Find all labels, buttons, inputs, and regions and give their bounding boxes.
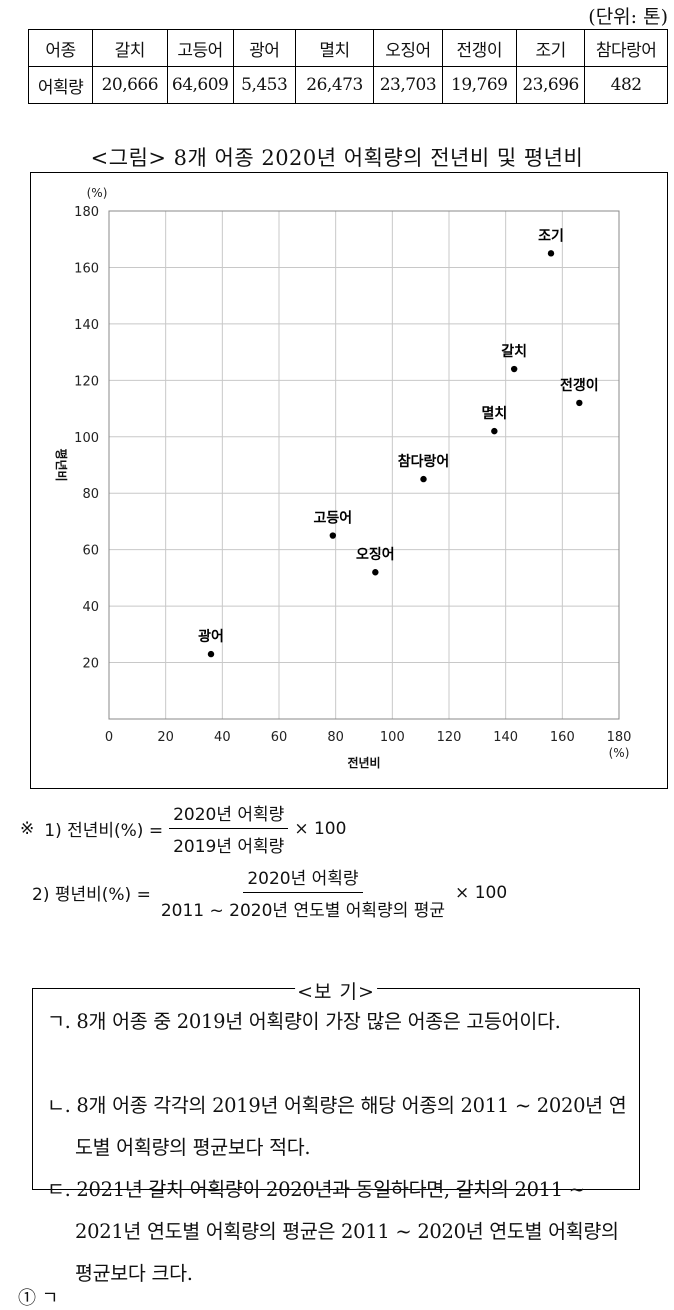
table-cell: 5,453	[232, 66, 296, 104]
x-tick-label: 160	[550, 730, 575, 745]
table-cell: 고등어	[166, 29, 234, 67]
data-point-label: 갈치	[501, 344, 527, 360]
note-2-numerator: 2020년 어획량	[243, 864, 363, 893]
x-tick-label: 120	[437, 730, 462, 745]
data-point-label: 오징어	[356, 546, 395, 563]
bogi-box: <보 기> ㄱ. 8개 어종 중 2019년 어획량이 가장 많은 어종은 고등…	[32, 977, 640, 1285]
table-row: 어획량 20,666 64,609 5,453 26,473 23,703 19…	[27, 66, 668, 104]
plot-area-border	[108, 210, 620, 720]
data-point	[207, 650, 215, 658]
y-tick-label: 40	[82, 600, 99, 615]
y-tick-label: 80	[82, 487, 99, 502]
y-tick-label: 140	[74, 318, 99, 333]
y-tick-label: 160	[74, 261, 99, 276]
bogi-item-a: ㄱ. 8개 어종 중 2019년 어획량이 가장 많은 어종은 고등어이다.	[47, 1010, 561, 1033]
note-2-denominator: 2011 ~ 2020년 연도별 어획량의 평균	[160, 901, 446, 921]
chart-frame: 0 20 40 60 80 100 120 140 160 180 20 40 60 80 100 120 14…	[30, 172, 668, 789]
data-point	[547, 250, 555, 257]
answer-choice-1[interactable]: ① ㄱ	[18, 1288, 59, 1309]
note-2-prefix: 2) 평년비(%) =	[32, 885, 151, 905]
table-cell: 64,609	[166, 66, 234, 104]
table-cell: 26,473	[294, 66, 375, 104]
data-point-label: 멸치	[481, 406, 507, 422]
table-cell: 19,769	[441, 66, 517, 104]
data-point-label: 전갱이	[560, 377, 599, 394]
note-2-suffix: × 100	[455, 882, 508, 903]
catch-table: 어종 갈치 고등어 광어 멸치 오징어 전갱이 조기 참다랑어 어획량 20,6…	[27, 29, 668, 104]
x-tick-label: 80	[327, 730, 344, 745]
table-cell: 어종	[27, 29, 94, 67]
x-tick-label: 180	[607, 730, 632, 745]
data-point-label: 조기	[538, 228, 564, 244]
note-1: ※ 1) 전년비(%) = 2020년 어획량 2019년 어획량 × 100	[20, 800, 346, 857]
bogi-item-c: ㄷ. 2021년 갈치 어획량이 2020년과 동일하다면, 갈치의 2011 …	[47, 1178, 619, 1285]
data-point	[420, 475, 427, 483]
x-tick-label: 100	[380, 730, 405, 745]
table-cell: 23,696	[515, 66, 586, 104]
bogi-title: <보 기>	[295, 977, 377, 1004]
note-1-denominator: 2019년 어획량	[173, 837, 285, 857]
table-cell: 전갱이	[441, 29, 517, 67]
y-tick-label: 60	[82, 544, 99, 559]
table-cell: 20,666	[92, 66, 168, 104]
table-cell: 오징어	[373, 29, 443, 67]
data-point	[576, 399, 583, 407]
table-header-row: 어종 갈치 고등어 광어 멸치 오징어 전갱이 조기 참다랑어	[27, 29, 668, 67]
note-1-numerator: 2020년 어획량	[169, 800, 289, 829]
note-mark: ※	[20, 818, 35, 839]
y-tick-label: 180	[74, 205, 99, 220]
note-2: 2) 평년비(%) = 2020년 어획량 2011 ~ 2020년 연도별 어…	[32, 864, 507, 921]
y-tick-label: 120	[74, 374, 99, 389]
note-1-suffix: × 100	[294, 818, 347, 839]
table-cell: 어획량	[27, 66, 94, 104]
y-tick-label: 100	[74, 431, 99, 446]
note-2-fraction: 2020년 어획량 2011 ~ 2020년 연도별 어획량의 평균	[157, 864, 449, 921]
x-tick-label: 20	[157, 730, 174, 745]
table-cell: 참다랑어	[584, 29, 668, 67]
table-cell: 멸치	[294, 29, 375, 67]
data-point-label: 참다랑어	[398, 453, 450, 470]
table-cell: 광어	[232, 29, 296, 67]
x-tick-label: 140	[493, 730, 518, 745]
bogi-item-b: ㄴ. 8개 어종 각각의 2019년 어획량은 해당 어종의 2011 ~ 20…	[47, 1094, 627, 1159]
scatter-chart: 0 20 40 60 80 100 120 140 160 180 20 40 60 80 100 120 14…	[54, 186, 632, 770]
data-point	[329, 532, 337, 539]
table-cell: 갈치	[92, 29, 168, 67]
y-unit-label: (%)	[87, 186, 108, 200]
figure-title: <그림> 8개 어종 2020년 어획량의 전년비 및 평년비	[90, 146, 584, 170]
table-cell: 조기	[515, 29, 586, 67]
x-unit-label: (%)	[609, 746, 630, 760]
data-point	[491, 427, 498, 435]
x-tick-label: 0	[105, 730, 113, 745]
note-1-prefix: 1) 전년비(%) =	[44, 821, 164, 841]
note-1-fraction: 2020년 어획량 2019년 어획량	[169, 800, 289, 857]
x-tick-label: 60	[271, 730, 288, 745]
unit-label: (단위: 톤)	[588, 6, 668, 28]
data-point-label: 고등어	[314, 510, 353, 527]
x-axis-title: 전년비	[347, 755, 380, 770]
data-point	[510, 365, 518, 373]
table-cell: 482	[584, 66, 668, 104]
y-tick-label: 20	[82, 657, 99, 672]
x-tick-label: 40	[214, 730, 231, 745]
table-cell: 23,703	[373, 66, 443, 104]
y-axis-title: 평년비	[54, 448, 69, 481]
data-point	[372, 569, 379, 576]
data-point-label: 광어	[198, 628, 224, 645]
